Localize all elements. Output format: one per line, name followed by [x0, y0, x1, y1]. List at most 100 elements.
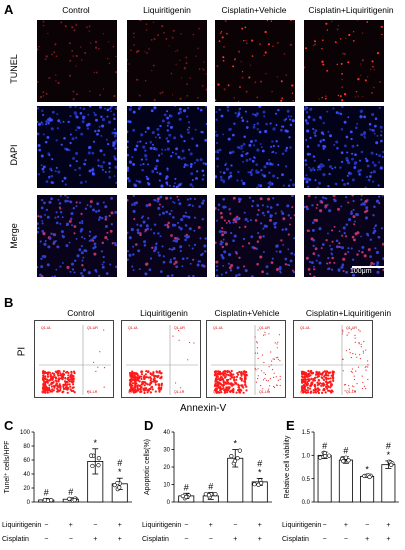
group-label-cisveh-a: Cisplatin+Vehicle — [221, 5, 287, 15]
micrograph-tunel-3 — [214, 19, 295, 103]
significance-mark: # — [343, 446, 348, 456]
data-point — [343, 455, 349, 460]
micrograph-dapi-3 — [214, 104, 296, 190]
micrograph-merge-2 — [126, 194, 207, 278]
data-point — [326, 453, 332, 458]
group-label-control-b: Control — [67, 308, 95, 318]
y-tick-label: 0 — [27, 500, 31, 506]
quadrant-label: Q1-UL — [300, 326, 310, 330]
data-point — [96, 463, 101, 468]
y-tick-label: 80 — [23, 444, 30, 450]
data-point — [90, 463, 95, 469]
significance-mark: # — [184, 482, 189, 492]
y-tick-label: 1.0 — [302, 454, 311, 460]
quadrant-label: Q1-LR — [259, 390, 270, 394]
quadrant-label: Q1-UL — [213, 326, 223, 330]
panel-label-c: C — [4, 418, 14, 433]
liq-sign: − — [44, 522, 49, 529]
y-tick-label: 20 — [23, 486, 30, 492]
y-tick-label: 0 — [167, 500, 171, 506]
significance-mark: * — [233, 439, 237, 449]
data-point — [318, 455, 323, 460]
micrograph-dapi-4 — [303, 105, 385, 190]
cis-sign: + — [233, 536, 238, 543]
significance-mark: * — [387, 450, 391, 460]
panel-label-d: D — [144, 418, 154, 433]
data-point — [252, 482, 257, 487]
y-tick-label: 1.5 — [302, 430, 311, 436]
liq-sign: + — [386, 522, 391, 529]
y-tick-label: 100 — [20, 430, 31, 436]
significance-mark: # — [257, 458, 262, 468]
y-tick-label: 20 — [163, 465, 170, 471]
group-label-liq-b: Liquiritigenin — [140, 308, 188, 318]
data-point — [346, 458, 351, 463]
flow-ylabel: PI — [16, 346, 28, 357]
y-tick-label: 40 — [23, 472, 30, 478]
micrograph-dapi-2 — [125, 105, 209, 189]
data-point — [235, 456, 240, 461]
quadrant-label: Q1-LL — [128, 390, 138, 394]
cis-sign: + — [257, 536, 262, 543]
micrograph-tunel-2 — [126, 19, 208, 102]
liq-sign: + — [257, 522, 262, 529]
significance-mark: * — [118, 467, 122, 477]
y-tick-label: 60 — [23, 458, 30, 464]
significance-mark: * — [365, 464, 369, 474]
treatment-label-cisplatin: Cisplatin — [2, 536, 29, 543]
row-label-merge: Merge — [9, 223, 19, 249]
micrograph-tunel-4 — [303, 19, 384, 102]
data-point — [367, 474, 372, 480]
bar — [381, 464, 396, 503]
data-point — [229, 454, 234, 459]
liq-sign: − — [233, 522, 238, 529]
liq-sign: − — [322, 522, 327, 529]
panel-label-a: A — [4, 2, 14, 17]
group-label-liq-a: Liquiritigenin — [143, 5, 191, 15]
liq-sign: − — [184, 522, 189, 529]
data-point — [117, 485, 122, 490]
y-tick-label: 0.5 — [302, 477, 311, 483]
scale-bar — [352, 266, 390, 268]
data-point — [213, 492, 218, 497]
micrograph-merge-4 — [303, 193, 386, 279]
significance-mark: * — [93, 438, 97, 448]
liq-sign: + — [343, 522, 348, 529]
data-point — [389, 462, 394, 467]
data-point — [67, 496, 72, 501]
data-point — [88, 453, 94, 458]
quadrant-label: Q1-LR — [174, 390, 185, 394]
bar — [317, 454, 332, 503]
cis-sign: − — [208, 536, 213, 543]
micrograph-dapi-1 — [36, 104, 118, 188]
quadrant-label: Q1-UL — [128, 326, 138, 330]
data-point — [237, 448, 242, 453]
scale-bar-label: 100μm — [350, 268, 372, 275]
significance-mark: # — [44, 488, 49, 498]
quadrant-label: Q1-UL — [41, 326, 51, 330]
cis-sign: + — [93, 536, 98, 543]
liq-sign: + — [208, 522, 213, 529]
quadrant-label: Q1-LR — [87, 390, 98, 394]
treatment-label-liquiritigenin: Liquiritigenin — [282, 522, 322, 529]
panel-label-e: E — [286, 418, 295, 433]
cis-sign: − — [343, 536, 348, 543]
row-label-dapi: DAPI — [9, 144, 19, 166]
treatment-label-cisplatin: Cisplatin — [282, 536, 309, 543]
quadrant-label: Q1-LR — [346, 390, 357, 394]
treatment-label-liquiritigenin: Liquiritigenin — [142, 522, 182, 529]
treatment-label-liquiritigenin: Liquiritigenin — [2, 522, 42, 529]
quadrant-label: Q1-UR — [87, 326, 98, 330]
cis-sign: − — [184, 536, 189, 543]
significance-mark: # — [208, 481, 213, 491]
significance-mark: # — [322, 441, 327, 451]
significance-mark: # — [117, 458, 122, 468]
y-tick-label: 10 — [163, 483, 170, 489]
bar — [360, 475, 375, 503]
y-tick-label: 0.0 — [302, 500, 311, 506]
row-label-tunel: TUNEL — [9, 54, 19, 84]
y-axis-label: Apoptotic cells(%) — [144, 439, 151, 495]
